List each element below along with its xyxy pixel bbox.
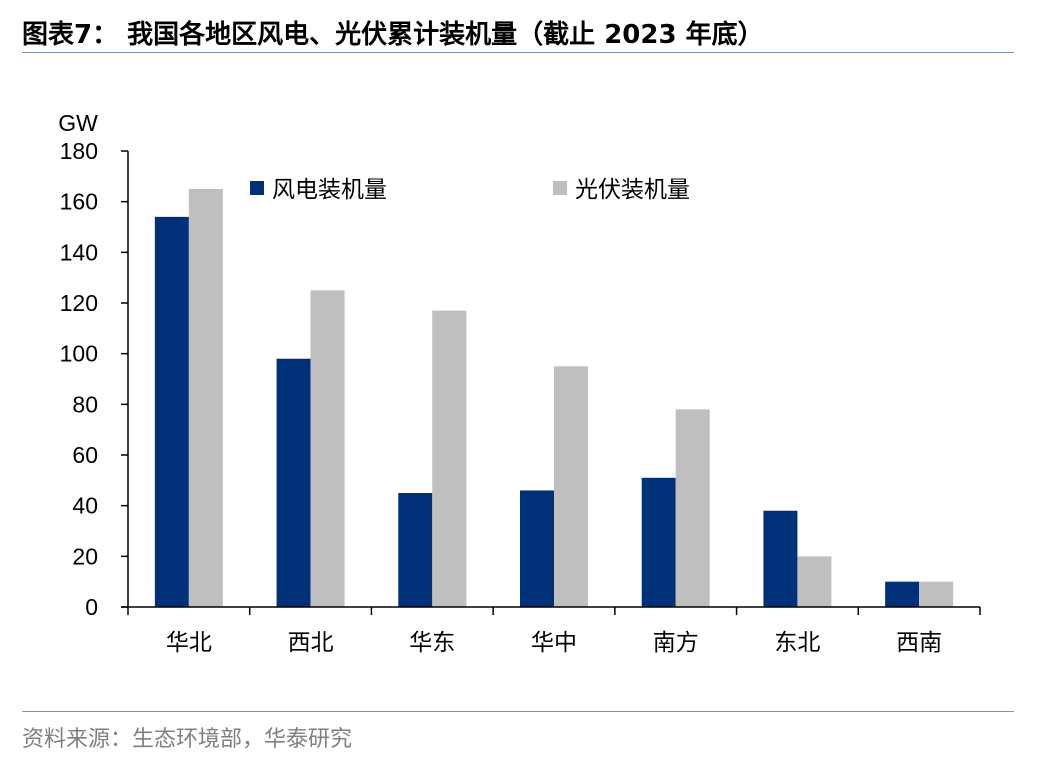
bar-wind-6 — [885, 581, 920, 607]
bar-solar-0 — [188, 189, 223, 607]
legend-label-1: 光伏装机量 — [575, 177, 690, 203]
y-tick-label-7: 140 — [60, 239, 98, 265]
bar-wind-0 — [154, 216, 189, 607]
axes-layer: 0 20 40 60 80 100 120 140 160 180 华北 西北 华东 华中 南方 东北 西南 — [60, 138, 981, 656]
x-tick-label-0: 华北 — [166, 630, 212, 656]
bar-wind-4 — [641, 477, 676, 607]
y-tick-label-9: 180 — [60, 138, 98, 164]
footer-divider — [22, 711, 1014, 712]
bar-solar-4 — [675, 409, 710, 607]
page-title: 图表7： 我国各地区风电、光伏累计装机量（截止 2023 年底） — [22, 20, 764, 50]
legend: 风电装机量 光伏装机量 — [250, 177, 690, 203]
x-tick-label-2: 华东 — [409, 630, 455, 656]
bar-wind-2 — [398, 493, 433, 607]
source-note: 资料来源：生态环境部，华泰研究 — [22, 727, 353, 752]
y-tick-label-8: 160 — [60, 189, 98, 215]
bar-wind-1 — [276, 358, 311, 607]
y-tick-label-0: 0 — [85, 594, 98, 620]
bar-solar-3 — [554, 366, 588, 607]
bar-solar-5 — [797, 556, 832, 607]
legend-label-0: 风电装机量 — [272, 177, 387, 203]
legend-swatch-0 — [250, 181, 264, 195]
bar-solar-6 — [919, 581, 954, 607]
y-tick-label-6: 120 — [60, 290, 98, 316]
x-tick-label-5: 东北 — [774, 630, 820, 656]
x-tick-label-3: 华中 — [531, 630, 577, 656]
y-axis-unit-label: GW — [58, 110, 98, 136]
bars-layer — [154, 189, 954, 607]
y-tick-label-4: 80 — [72, 391, 98, 417]
x-tick-label-6: 西南 — [896, 630, 942, 656]
x-tick-label-1: 西北 — [288, 630, 334, 656]
legend-swatch-1 — [553, 181, 567, 195]
y-tick-label-5: 100 — [60, 341, 98, 367]
y-tick-label-1: 20 — [72, 543, 98, 569]
y-tick-label-2: 40 — [72, 493, 98, 519]
bar-wind-3 — [520, 490, 554, 607]
bar-chart: GW 0 20 40 60 80 100 120 140 160 180 华北 西北 华东 华中 南方 东北 西… — [58, 110, 981, 656]
bar-solar-1 — [310, 290, 345, 607]
title-divider — [22, 52, 1014, 53]
bar-wind-5 — [763, 510, 798, 607]
y-tick-label-3: 60 — [72, 442, 98, 468]
x-tick-label-4: 南方 — [653, 630, 699, 656]
bar-solar-2 — [432, 310, 467, 607]
